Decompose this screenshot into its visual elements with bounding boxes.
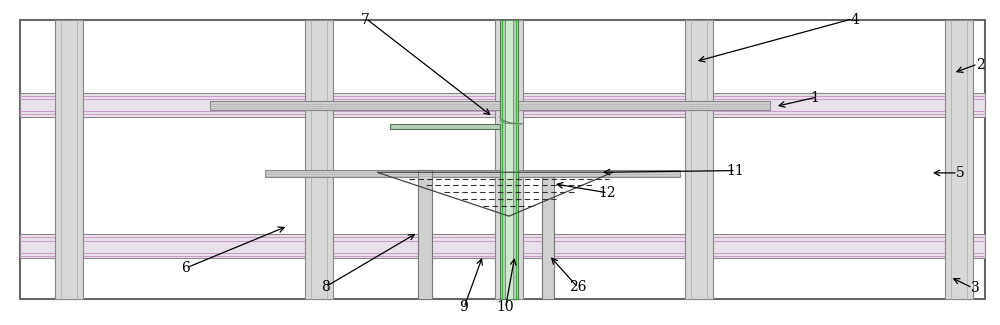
Bar <box>390 124 500 129</box>
Bar <box>495 20 523 299</box>
Text: 11: 11 <box>726 163 744 178</box>
Text: 1: 1 <box>811 91 819 105</box>
Bar <box>542 177 554 299</box>
Bar <box>305 20 333 299</box>
Text: 8: 8 <box>321 280 329 294</box>
Text: 3: 3 <box>971 280 979 295</box>
Bar <box>418 170 432 299</box>
Text: 6: 6 <box>181 261 189 275</box>
Text: 2: 2 <box>976 58 984 72</box>
Bar <box>265 170 680 177</box>
Text: 9: 9 <box>459 300 467 314</box>
Bar <box>500 117 518 124</box>
Text: 5: 5 <box>956 166 964 180</box>
Text: 12: 12 <box>598 186 616 201</box>
Bar <box>500 20 518 299</box>
Bar <box>20 20 985 299</box>
Bar <box>55 20 83 299</box>
Text: 4: 4 <box>851 12 859 27</box>
Bar <box>20 93 985 117</box>
Bar <box>685 20 713 299</box>
Text: 10: 10 <box>496 300 514 314</box>
Text: 26: 26 <box>569 280 587 294</box>
Bar <box>505 20 513 299</box>
Text: 7: 7 <box>361 12 369 27</box>
Bar <box>210 101 770 110</box>
Bar <box>20 234 985 258</box>
Bar <box>945 20 973 299</box>
